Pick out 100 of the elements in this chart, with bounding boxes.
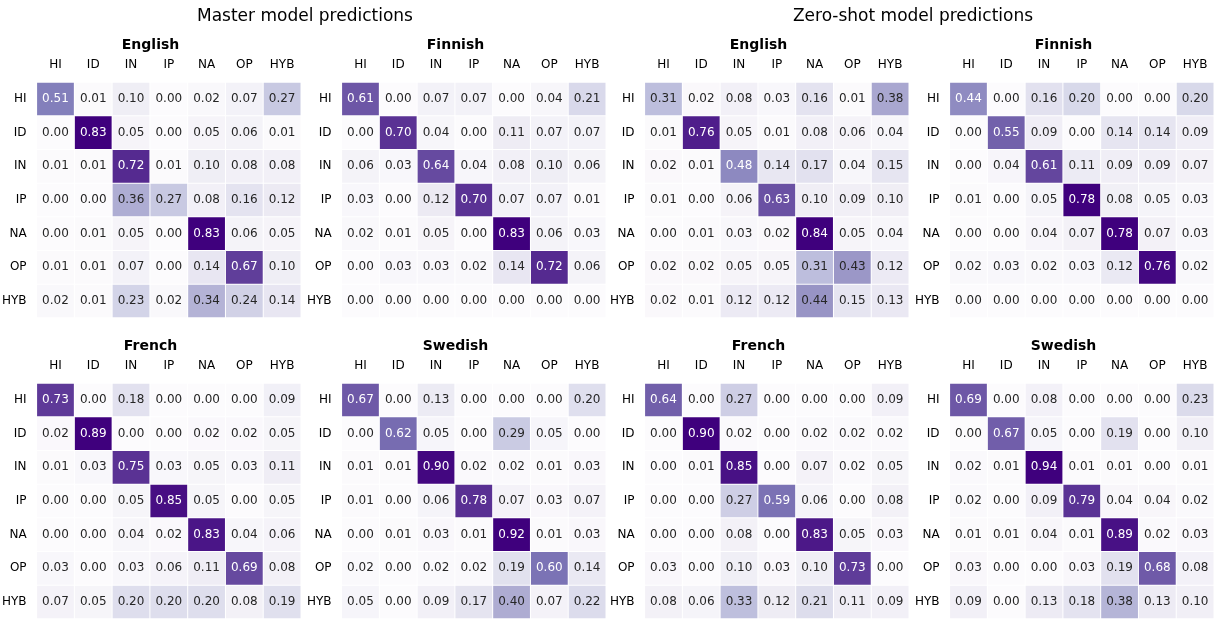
data-label: 0.00 [1068, 425, 1096, 440]
data-label: 0.13 [1143, 594, 1171, 609]
x-tick-label: HI [354, 358, 367, 373]
data-label: 0.61 [347, 91, 374, 106]
data-label: 0.04 [535, 91, 563, 106]
data-label: 0.09 [876, 392, 904, 407]
chart-title: Swedish [1030, 337, 1097, 354]
data-label: 0.00 [1106, 392, 1133, 407]
data-label: 0.02 [838, 425, 866, 440]
y-tick-label: ID [318, 124, 332, 139]
data-label: 0.33 [725, 594, 753, 609]
data-label: 0.19 [1106, 560, 1133, 575]
data-label: 0.01 [347, 493, 374, 508]
data-label: 0.03 [347, 192, 374, 207]
data-label: 0.04 [117, 526, 145, 541]
data-label: 0.20 [193, 594, 220, 609]
data-label: 0.02 [876, 425, 904, 440]
x-tick-label: IP [163, 57, 175, 72]
data-label: 0.00 [573, 293, 601, 308]
y-tick-label: HYB [306, 293, 332, 308]
data-label: 0.14 [193, 259, 220, 274]
data-label: 0.16 [1030, 91, 1058, 106]
y-tick-label: NA [9, 526, 28, 541]
x-tick-label: OP [1149, 358, 1166, 373]
data-label: 0.01 [650, 192, 677, 207]
data-label: 0.03 [573, 526, 601, 541]
x-tick-label: HYB [1182, 358, 1208, 373]
data-label: 0.08 [1181, 560, 1209, 575]
data-label: 0.03 [955, 560, 982, 575]
data-label: 0.03 [79, 459, 107, 474]
data-label: 0.78 [460, 493, 488, 508]
x-tick-label: HYB [574, 57, 600, 72]
data-label: 0.04 [422, 124, 450, 139]
x-tick-label: ID [999, 358, 1013, 373]
data-label: 0.07 [460, 91, 488, 106]
y-tick-label: NA [314, 225, 333, 240]
data-label: 0.13 [1030, 594, 1058, 609]
data-label: 0.02 [1143, 526, 1171, 541]
data-label: 0.06 [573, 259, 601, 274]
data-label: 0.00 [230, 392, 258, 407]
x-tick-label: NA [502, 57, 521, 72]
y-tick-label: IN [319, 459, 332, 474]
data-label: 0.08 [1106, 192, 1133, 207]
data-label: 0.01 [687, 459, 715, 474]
x-tick-label: IP [163, 358, 175, 373]
data-label: 0.94 [1030, 459, 1058, 474]
y-tick-label: OP [922, 560, 940, 575]
y-tick-label: IN [622, 158, 635, 173]
data-label: 0.07 [535, 594, 563, 609]
chart-title: Swedish [422, 337, 489, 354]
y-tick-label: HI [14, 91, 27, 106]
data-label: 0.03 [1068, 560, 1096, 575]
data-label: 0.01 [155, 158, 183, 173]
data-label: 0.16 [801, 91, 828, 106]
data-label: 0.07 [1143, 225, 1171, 240]
data-label: 0.12 [763, 594, 791, 609]
data-label: 0.00 [1106, 91, 1133, 106]
data-label: 0.01 [79, 293, 107, 308]
data-label: 0.00 [42, 225, 69, 240]
data-label: 0.10 [1181, 425, 1209, 440]
data-label: 0.43 [838, 259, 866, 274]
data-label: 0.18 [1068, 594, 1096, 609]
data-label: 0.24 [230, 293, 258, 308]
data-label: 0.00 [384, 192, 412, 207]
data-label: 0.72 [117, 158, 145, 173]
data-label: 0.01 [42, 158, 69, 173]
data-label: 0.05 [422, 225, 450, 240]
data-label: 0.85 [725, 459, 753, 474]
data-label: 0.63 [763, 192, 791, 207]
x-tick-label: OP [236, 358, 253, 373]
data-label: 0.11 [268, 459, 296, 474]
x-tick-label: HYB [877, 358, 903, 373]
data-label: 0.00 [535, 293, 563, 308]
data-label: 0.08 [230, 158, 258, 173]
data-label: 0.07 [1181, 158, 1209, 173]
x-tick-label: NA [805, 57, 824, 72]
data-label: 0.70 [460, 192, 488, 207]
data-label: 0.73 [838, 560, 866, 575]
data-label: 0.01 [1181, 459, 1209, 474]
data-label: 0.00 [1068, 392, 1096, 407]
data-label: 0.01 [268, 124, 296, 139]
data-label: 0.00 [573, 425, 601, 440]
data-label: 0.29 [498, 425, 525, 440]
data-label: 0.01 [1106, 459, 1133, 474]
data-label: 0.07 [117, 259, 145, 274]
data-label: 0.00 [650, 526, 677, 541]
x-tick-label: IN [732, 358, 746, 373]
data-label: 0.17 [460, 594, 488, 609]
data-label: 0.05 [838, 225, 866, 240]
data-label: 0.02 [650, 259, 677, 274]
x-tick-label: IP [771, 358, 783, 373]
x-tick-label: OP [541, 358, 558, 373]
data-label: 0.08 [268, 560, 296, 575]
data-label: 0.13 [876, 293, 904, 308]
data-label: 0.06 [535, 225, 563, 240]
data-label: 0.44 [955, 91, 982, 106]
data-label: 0.08 [650, 594, 677, 609]
data-label: 0.16 [230, 192, 258, 207]
data-label: 0.06 [347, 158, 374, 173]
data-label: 0.03 [422, 259, 450, 274]
